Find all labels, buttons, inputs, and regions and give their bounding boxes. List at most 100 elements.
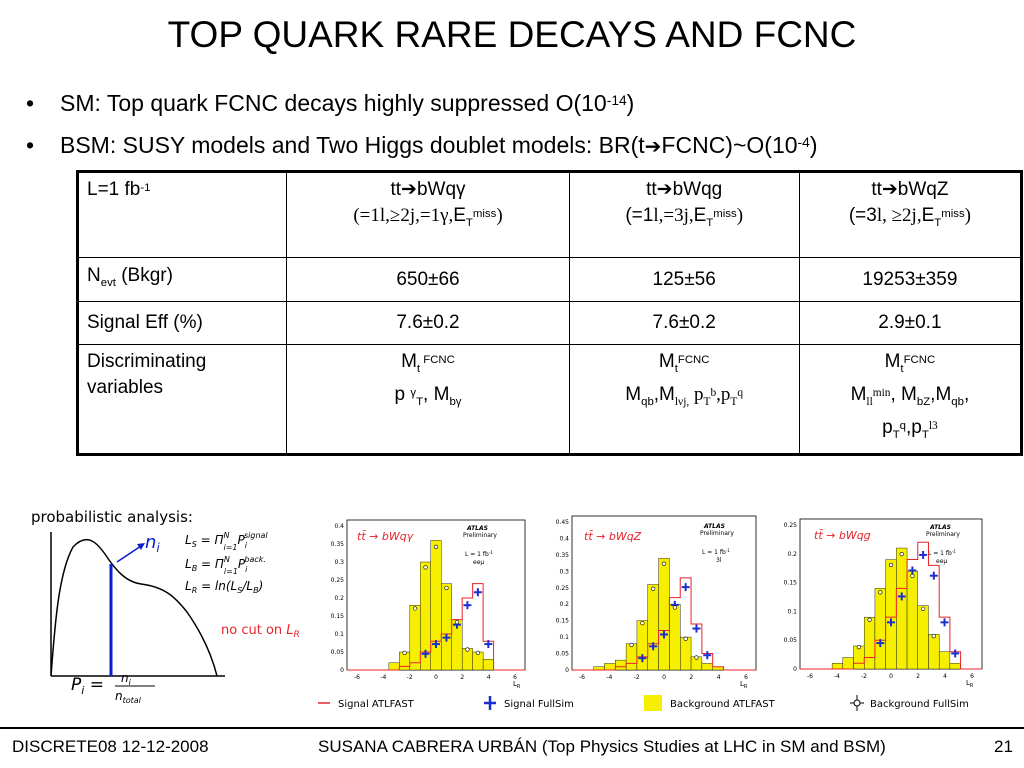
probability-formula: Pi = ni ntotal [71,671,155,705]
signal-histogram [800,541,982,670]
diagram-title: probabilistic analysis: [31,508,193,526]
svg-text:LR = ln(LS/LB): LR = ln(LS/LB) [185,579,263,595]
fullsim-point [473,588,482,597]
lumi-cell: L=1 fb-1 [76,171,288,258]
fullsim-point [887,618,895,627]
svg-text:LB = ΠNi=1Piback.: LB = ΠN i=1Piback. [185,555,266,576]
fullsim-point [432,640,440,649]
bkg-fullsim-point [867,617,872,622]
background-bar [885,559,897,670]
background-bar [917,605,929,670]
signal-histogram [572,577,756,671]
fullsim-point [919,550,928,559]
fullsim-point [660,630,668,639]
fullsim-point [929,571,938,580]
col-header-bwqgamma: tt➔bWqγ (=1l,≥2j,=1γ,ETmiss) [286,171,570,258]
bkg-fullsim-point [640,621,645,626]
x-tick-label: 2 [689,674,693,681]
row-label: Nevt (Bkgr) [76,257,288,302]
bkg-fullsim-point [921,606,926,611]
lumi-label: L = 1 fb-1 [702,548,730,556]
bkg-fullsim-marker-icon [850,695,864,711]
bkg-fullsim-point [878,590,883,595]
x-tick-label: 0 [889,673,893,680]
plot-title: tt̄ → bWqγ [357,530,414,543]
background-bar [388,662,400,671]
x-tick-label: 2 [460,674,464,681]
y-tick-label: 0.1 [787,608,797,615]
bkg-fullsim-point [454,620,460,625]
background-bar [831,663,844,670]
bkg-fullsim-point [475,650,480,655]
atlas-label: ATLAS [466,525,488,532]
fullsim-point [876,639,885,648]
y-tick-label: 0.25 [556,585,570,592]
likelihood-diagram: probabilistic analysis: ni LS = ΠN i=1Pis… [31,508,300,705]
table-cell: MtFCNC Mllmin, MbZ,Mqb, pTq,pTl3 [798,344,1023,455]
y-tick-label: 0.15 [784,580,798,587]
background-bar [853,645,865,670]
background-bar [928,634,940,670]
row-label: Discriminating variables [76,344,288,455]
y-tick-label: 0.4 [334,523,344,530]
background-swatch [644,695,662,711]
x-tick-label: -6 [807,673,813,680]
slide-title: TOP QUARK RARE DECAYS AND FCNC [167,14,857,55]
fullsim-point [908,566,917,575]
atlas-label: ATLAS [703,523,725,530]
bkg-fullsim-point [910,573,915,579]
table-cell: 2.9±0.1 [798,301,1023,345]
likelihood-equations: LS = ΠN i=1Pisignal LB = ΠN i=1Piback. LR … [185,531,268,595]
fullsim-point [484,640,493,649]
col-header-bwqg: tt➔bWqg (=1l,=3j,ETmiss) [568,171,800,258]
table-cell: 650±66 [286,257,570,302]
bullet-sm: • SM: Top quark FCNC decays highly suppr… [26,90,635,116]
bkg-fullsim-point [661,561,667,566]
y-tick-label: 0.05 [556,651,570,658]
background-bar [625,643,638,671]
legend-bkg-atlfast: Background ATLFAST [670,699,776,710]
x-tick-label: 6 [513,674,517,681]
bkg-fullsim-point [672,605,677,610]
x-tick-label: -2 [861,673,867,680]
x-ticks: -6 -4 -2 0 2 4 6 [807,673,974,680]
x-axis-label: LR [513,680,521,690]
fullsim-point [692,624,701,633]
atlas-label: ATLAS [929,524,951,531]
x-tick-label: 6 [970,673,974,680]
bkg-fullsim-point [931,634,936,639]
fullsim-point [421,649,430,658]
x-tick-label: -2 [634,674,640,681]
y-ticks: 0.4 0.35 0.3 0.25 0.2 0.15 0.1 0.05 0 [331,523,345,674]
y-ticks: 0.45 0.4 0.35 0.3 0.25 0.2 0.15 0.1 0.05 0 [556,519,570,674]
bkg-fullsim-point [444,585,449,591]
x-tick-label: 4 [487,674,491,681]
background-bar [864,616,876,670]
pointer-arrow [116,545,142,563]
footer-author: SUSANA CABRERA URBÁN (Top Physics Studie… [318,737,886,756]
bullet-dot: • [26,132,35,158]
channel-label: 3l [716,557,722,564]
bullet-dot: • [26,90,35,116]
x-tick-label: 0 [662,674,666,681]
table-row-nevt: Nevt (Bkgr) 650±66 125±56 19253±359 [76,257,1023,302]
channel-label: eeμ [473,559,484,566]
background-bar [906,570,918,670]
svg-text:ni: ni [145,532,160,555]
fullsim-points [402,544,493,658]
x-tick-label: 4 [717,674,721,681]
fullsim-marker-icon [484,696,496,710]
y-tick-label: 0 [793,666,797,673]
prelim-label: Preliminary [926,531,960,538]
fullsim-point [681,583,690,592]
background-bar [604,663,616,671]
background-bar [430,540,442,671]
page-number: 21 [994,737,1013,756]
histogram-bwqgamma: tt̄ → bWqγ ATLAS Preliminary L = 1 fb-1 … [331,519,526,690]
arrow-icon: ➔ [644,136,662,158]
y-tick-label: 0.1 [559,634,569,641]
lumi-label: L = 1 fb-1 [928,549,956,557]
channel-label: eeμ [936,558,947,565]
x-tick-label: -4 [834,673,840,680]
background-bar [647,584,659,671]
